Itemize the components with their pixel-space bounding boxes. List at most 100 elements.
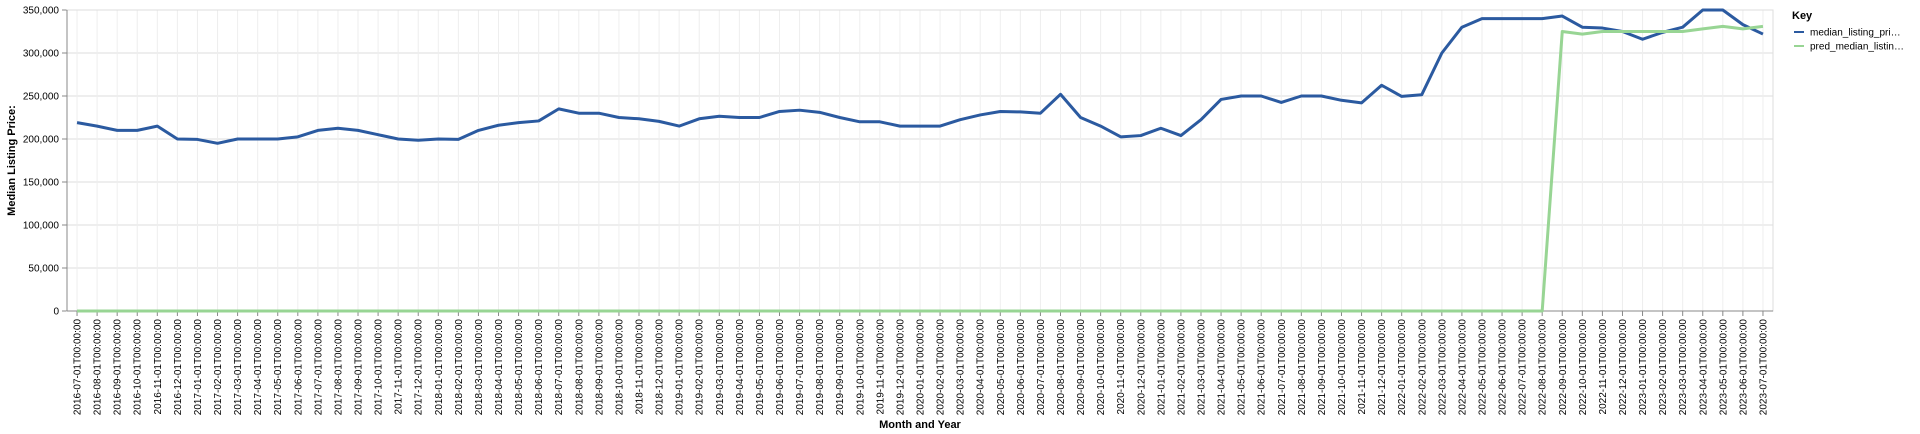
legend-label-0: median_listing_pri… bbox=[1810, 28, 1901, 39]
x-tick-label: 2018-10-01T00:00:00 bbox=[614, 319, 625, 416]
x-tick-label: 2019-06-01T00:00:00 bbox=[775, 319, 786, 416]
x-tick-label: 2023-01-01T00:00:00 bbox=[1638, 319, 1649, 416]
y-tick-label: 200,000 bbox=[23, 135, 60, 146]
x-tick-label: 2017-10-01T00:00:00 bbox=[374, 319, 385, 416]
x-tick-label: 2021-08-01T00:00:00 bbox=[1297, 319, 1308, 416]
x-tick-label: 2018-04-01T00:00:00 bbox=[494, 319, 505, 416]
legend-title: Key bbox=[1792, 10, 1813, 22]
grid-lines bbox=[67, 9, 1773, 312]
x-tick-label: 2022-06-01T00:00:00 bbox=[1498, 319, 1509, 416]
x-tick-label: 2018-02-01T00:00:00 bbox=[454, 319, 465, 416]
x-tick-label: 2023-02-01T00:00:00 bbox=[1658, 319, 1669, 416]
legend-label-1: pred_median_listin… bbox=[1810, 42, 1904, 53]
x-axis-ticks: 2016-07-01T00:00:00 2016-08-01T00:00:00 20… bbox=[73, 311, 1769, 416]
x-tick-label: 2021-11-01T00:00:00 bbox=[1357, 319, 1368, 415]
x-tick-label: 2019-05-01T00:00:00 bbox=[755, 319, 766, 416]
legend: Key median_listing_pri… pred_median_listi… bbox=[1792, 10, 1904, 53]
x-tick-label: 2017-09-01T00:00:00 bbox=[354, 319, 365, 416]
x-tick-label: 2017-04-01T00:00:00 bbox=[253, 319, 264, 416]
x-tick-label: 2016-09-01T00:00:00 bbox=[113, 319, 124, 416]
x-tick-label: 2022-02-01T00:00:00 bbox=[1417, 319, 1428, 416]
x-tick-label: 2016-12-01T00:00:00 bbox=[173, 319, 184, 416]
x-tick-label: 2023-04-01T00:00:00 bbox=[1698, 319, 1709, 416]
x-tick-label: 2017-01-01T00:00:00 bbox=[193, 319, 204, 416]
series-line-1 bbox=[77, 24, 1764, 313]
y-tick-label: 350,000 bbox=[23, 6, 60, 17]
x-tick-label: 2020-08-01T00:00:00 bbox=[1056, 319, 1067, 416]
y-axis-ticks: 0 50,000 100,000 150,000 200,000 250,000 300,0… bbox=[23, 6, 67, 318]
x-tick-label: 2018-11-01T00:00:00 bbox=[635, 319, 646, 415]
x-tick-label: 2021-12-01T00:00:00 bbox=[1377, 319, 1388, 416]
y-tick-label: 300,000 bbox=[23, 49, 60, 60]
x-tick-label: 2022-10-01T00:00:00 bbox=[1578, 319, 1589, 416]
x-tick-label: 2023-07-01T00:00:00 bbox=[1758, 319, 1769, 416]
x-tick-label: 2019-08-01T00:00:00 bbox=[815, 319, 826, 416]
x-tick-label: 2022-03-01T00:00:00 bbox=[1437, 319, 1448, 416]
x-tick-label: 2018-12-01T00:00:00 bbox=[655, 319, 666, 416]
x-tick-label: 2017-11-01T00:00:00 bbox=[394, 319, 405, 415]
x-tick-label: 2020-01-01T00:00:00 bbox=[916, 319, 927, 416]
x-tick-label: 2020-02-01T00:00:00 bbox=[936, 319, 947, 416]
x-tick-label: 2019-07-01T00:00:00 bbox=[795, 319, 806, 416]
x-tick-label: 2018-05-01T00:00:00 bbox=[514, 319, 525, 416]
x-tick-label: 2017-05-01T00:00:00 bbox=[273, 319, 284, 416]
series-lines bbox=[76, 8, 1764, 313]
y-tick-label: 250,000 bbox=[23, 92, 60, 103]
x-tick-label: 2019-10-01T00:00:00 bbox=[855, 319, 866, 416]
x-tick-label: 2022-01-01T00:00:00 bbox=[1397, 319, 1408, 416]
x-tick-label: 2017-12-01T00:00:00 bbox=[414, 319, 425, 416]
x-tick-label: 2022-09-01T00:00:00 bbox=[1558, 319, 1569, 416]
x-tick-label: 2016-07-01T00:00:00 bbox=[73, 319, 84, 416]
x-tick-label: 2022-12-01T00:00:00 bbox=[1618, 319, 1629, 416]
x-tick-label: 2019-12-01T00:00:00 bbox=[895, 319, 906, 416]
x-tick-label: 2018-09-01T00:00:00 bbox=[594, 319, 605, 416]
x-tick-label: 2022-07-01T00:00:00 bbox=[1518, 319, 1529, 416]
x-tick-label: 2020-10-01T00:00:00 bbox=[1096, 319, 1107, 416]
x-tick-label: 2016-11-01T00:00:00 bbox=[153, 319, 164, 415]
x-tick-label: 2019-03-01T00:00:00 bbox=[715, 319, 726, 416]
y-axis-title: Median Listing Price: bbox=[6, 105, 18, 216]
x-tick-label: 2019-04-01T00:00:00 bbox=[735, 319, 746, 416]
x-tick-label: 2019-11-01T00:00:00 bbox=[875, 319, 886, 415]
y-tick-label: 50,000 bbox=[28, 264, 59, 275]
x-tick-label: 2018-07-01T00:00:00 bbox=[554, 319, 565, 416]
x-tick-label: 2022-05-01T00:00:00 bbox=[1477, 319, 1488, 416]
x-tick-label: 2019-02-01T00:00:00 bbox=[695, 319, 706, 416]
x-axis-title: Month and Year bbox=[879, 419, 961, 431]
x-tick-label: 2020-05-01T00:00:00 bbox=[996, 319, 1007, 416]
x-tick-label: 2020-03-01T00:00:00 bbox=[956, 319, 967, 416]
y-tick-label: 150,000 bbox=[23, 178, 60, 189]
x-tick-label: 2017-03-01T00:00:00 bbox=[233, 319, 244, 416]
x-tick-label: 2020-06-01T00:00:00 bbox=[1016, 319, 1027, 416]
x-tick-label: 2019-09-01T00:00:00 bbox=[835, 319, 846, 416]
x-tick-label: 2018-08-01T00:00:00 bbox=[574, 319, 585, 416]
y-tick-label: 100,000 bbox=[23, 221, 60, 232]
x-tick-label: 2017-07-01T00:00:00 bbox=[313, 319, 324, 416]
x-tick-label: 2020-07-01T00:00:00 bbox=[1036, 319, 1047, 416]
x-tick-label: 2021-01-01T00:00:00 bbox=[1156, 319, 1167, 416]
x-tick-label: 2017-08-01T00:00:00 bbox=[333, 319, 344, 416]
x-tick-label: 2022-11-01T00:00:00 bbox=[1598, 319, 1609, 415]
x-tick-label: 2020-09-01T00:00:00 bbox=[1076, 319, 1087, 416]
y-tick-label: 0 bbox=[53, 307, 59, 318]
x-tick-label: 2016-08-01T00:00:00 bbox=[93, 319, 104, 416]
x-tick-label: 2020-11-01T00:00:00 bbox=[1116, 319, 1127, 415]
x-tick-label: 2022-08-01T00:00:00 bbox=[1538, 319, 1549, 416]
x-tick-label: 2021-09-01T00:00:00 bbox=[1317, 319, 1328, 416]
x-tick-label: 2021-02-01T00:00:00 bbox=[1176, 319, 1187, 416]
x-tick-label: 2018-03-01T00:00:00 bbox=[474, 319, 485, 416]
x-tick-label: 2017-02-01T00:00:00 bbox=[213, 319, 224, 416]
x-tick-label: 2021-05-01T00:00:00 bbox=[1237, 319, 1248, 416]
x-tick-label: 2018-01-01T00:00:00 bbox=[434, 319, 445, 416]
x-tick-label: 2021-03-01T00:00:00 bbox=[1196, 319, 1207, 416]
x-tick-label: 2017-06-01T00:00:00 bbox=[293, 319, 304, 416]
x-tick-label: 2023-05-01T00:00:00 bbox=[1718, 319, 1729, 416]
x-tick-label: 2021-07-01T00:00:00 bbox=[1277, 319, 1288, 416]
x-tick-label: 2021-06-01T00:00:00 bbox=[1257, 319, 1268, 416]
x-tick-label: 2020-12-01T00:00:00 bbox=[1136, 319, 1147, 416]
x-tick-label: 2020-04-01T00:00:00 bbox=[976, 319, 987, 416]
x-tick-label: 2021-10-01T00:00:00 bbox=[1337, 319, 1348, 416]
series-line-0 bbox=[76, 8, 1764, 145]
x-tick-label: 2023-06-01T00:00:00 bbox=[1738, 319, 1749, 416]
